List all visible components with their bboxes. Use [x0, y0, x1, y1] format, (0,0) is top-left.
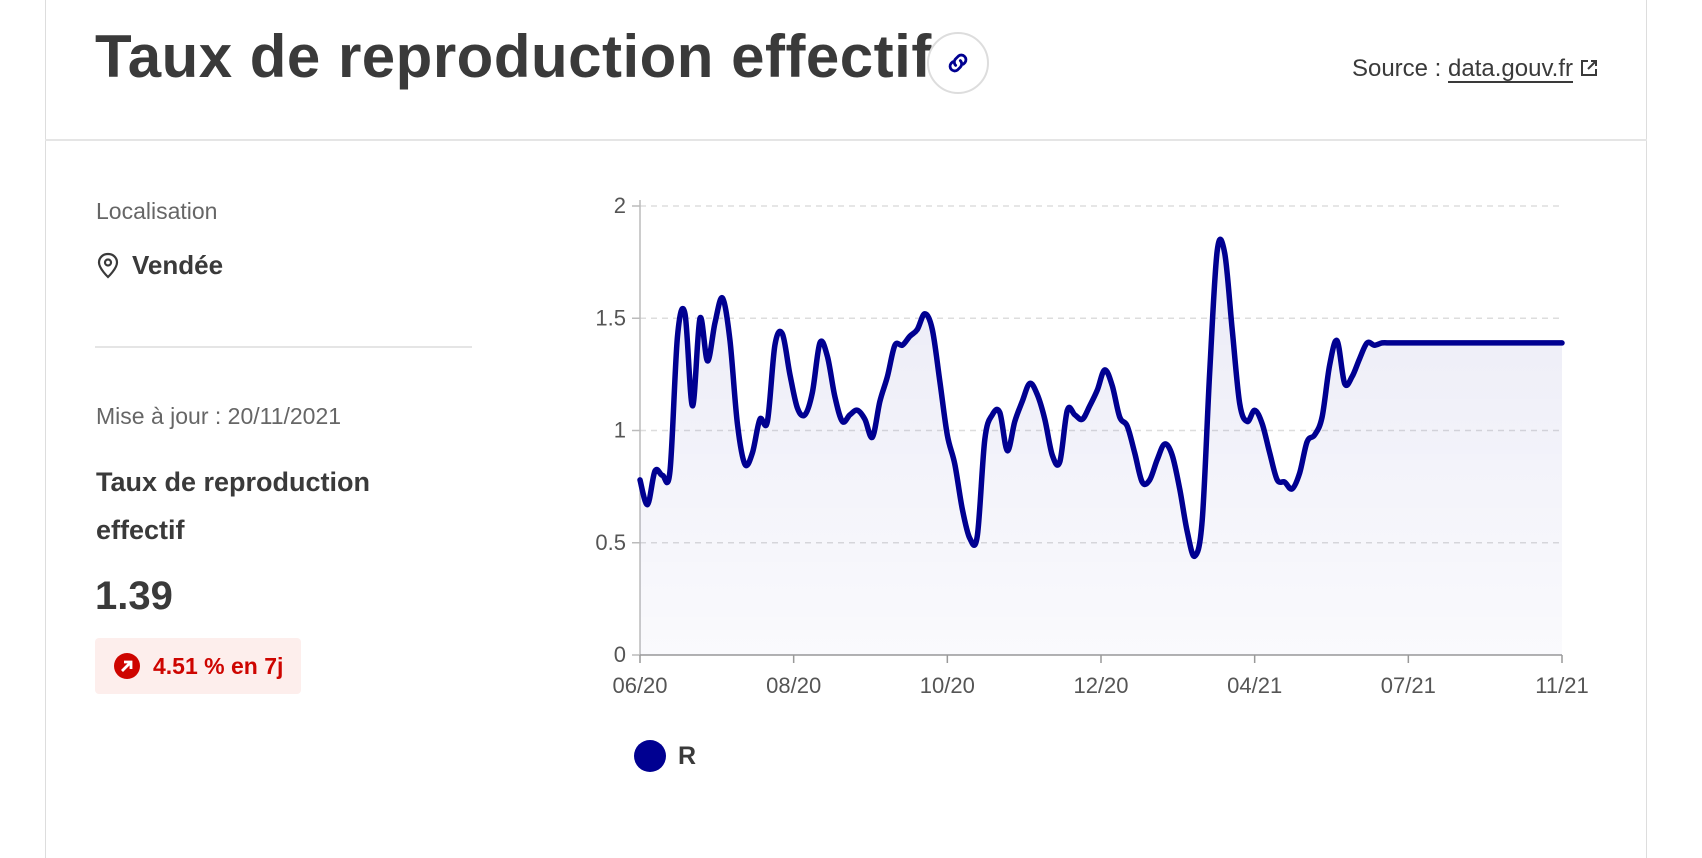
link-icon [948, 53, 968, 73]
y-tick-label: 0.5 [595, 530, 626, 555]
x-tick-label: 08/20 [766, 673, 821, 698]
map-pin-icon [97, 252, 119, 279]
y-tick-label: 0 [614, 642, 626, 667]
x-tick-label: 06/20 [612, 673, 667, 698]
y-tick-label: 2 [614, 193, 626, 218]
metric-value: 1.39 [95, 574, 173, 618]
series-area [640, 239, 1562, 655]
arrow-up-right-icon [114, 653, 140, 679]
location-value: Vendée [132, 250, 224, 280]
x-tick-label: 12/20 [1073, 673, 1128, 698]
location: Vendée [96, 250, 223, 281]
source-link-label: data.gouv.fr [1448, 55, 1573, 82]
divider [95, 346, 472, 348]
copy-link-button[interactable] [927, 32, 989, 94]
page-title: Taux de reproduction effectif [95, 23, 932, 90]
y-tick-label: 1 [614, 418, 626, 443]
trend-text: 4.51 % en 7j [153, 652, 284, 679]
external-link-icon [1581, 60, 1597, 76]
x-tick-label: 07/21 [1381, 673, 1436, 698]
chart-legend[interactable]: R [634, 740, 696, 772]
source-link[interactable]: data.gouv.fr [1448, 55, 1599, 82]
x-tick-label: 10/20 [920, 673, 975, 698]
x-tick-label: 04/21 [1227, 673, 1282, 698]
location-label: Localisation [96, 198, 218, 224]
x-tick-label: 11/21 [1535, 673, 1588, 698]
card-header: Taux de reproduction effectif Source : d… [45, 0, 1647, 141]
trend-badge: 4.51 % en 7j [95, 638, 302, 694]
metric-label: Taux de reproduction effectif [96, 467, 371, 545]
source-info: Source : data.gouv.fr [1352, 55, 1599, 83]
y-tick-label: 1.5 [595, 305, 626, 330]
legend-marker [634, 740, 666, 772]
update-date: Mise à jour : 20/11/2021 [96, 403, 342, 429]
card-frame [45, 0, 1647, 858]
series-line [637, 236, 1565, 559]
legend-label: R [678, 741, 697, 770]
line-chart: 0 0.5 1 1.5 2 06/20 08/20 10/20 12/20 04/21 07/21 1… [595, 193, 1588, 698]
source-prefix: Source : [1351, 55, 1442, 82]
